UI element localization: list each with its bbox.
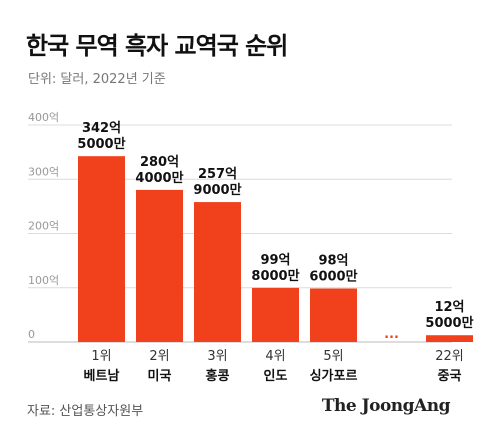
publisher-logo: The JoongAng [321,396,451,416]
y-tick-label: 300억 [28,165,59,178]
data-label: 8000만 [251,268,299,284]
data-label: 4000만 [135,170,183,186]
x-rank-label: 2위 [149,349,169,364]
x-rank-label: 1위 [91,349,111,364]
x-country-label: 싱가포르 [310,369,358,384]
x-rank-label: 3위 [207,349,227,364]
bar [252,287,299,342]
y-tick-label: 100억 [28,274,59,287]
data-label: 12억 [434,300,464,315]
x-country-label: 베트남 [84,368,120,384]
bar [194,202,241,342]
x-rank-label: 5위 [323,349,343,364]
data-label: 6000만 [309,269,357,285]
y-tick-label: 200억 [28,220,59,233]
gap-marker: ... [384,327,399,342]
source-note: 자료: 산업통상자원부 [27,404,144,419]
data-label: 98억 [318,254,348,269]
unit-note: 단위: 달러, 2022년 기준 [28,72,166,87]
data-label: 9000만 [193,182,241,198]
x-country-label: 미국 [148,368,172,384]
data-label: 99억 [260,253,290,268]
x-country-label: 인도 [264,368,288,384]
bar [78,156,125,342]
x-rank-label: 22위 [435,349,464,364]
y-tick-label: 0 [28,328,35,341]
bar [426,335,473,342]
data-label: 280억 [140,155,179,170]
data-label: 5000만 [425,315,473,331]
x-country-label: 홍콩 [206,368,230,384]
x-rank-label: 4위 [265,349,285,364]
data-label: 5000만 [77,136,125,152]
labels: 0100억200억300억400억342억5000만1위베트남280억4000만… [28,111,474,384]
bars [78,156,473,342]
y-tick-label: 400억 [28,111,59,124]
x-country-label: 중국 [438,369,462,384]
chart-title: 한국 무역 흑자 교역국 순위 [26,32,288,60]
bar [136,189,183,342]
bar [310,288,357,342]
data-label: 342억 [82,121,121,136]
data-label: 257억 [198,167,237,182]
